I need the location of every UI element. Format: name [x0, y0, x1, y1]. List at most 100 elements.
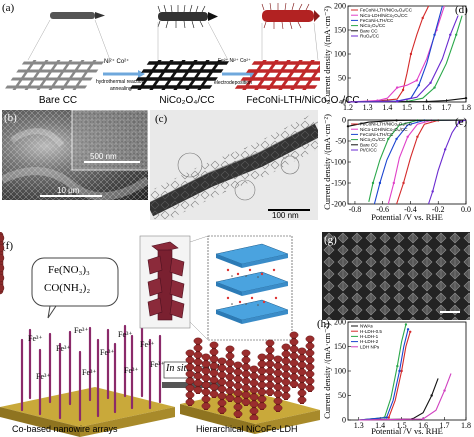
precursor-line-2: CO(NH₂)₂: [44, 282, 91, 294]
legend-entry: FeCoNi-LTH/CC: [360, 18, 394, 23]
fe-ion-label: Fe³⁺: [124, 366, 139, 375]
legend-entry: Bare CC: [360, 142, 378, 147]
series-line: [396, 119, 467, 205]
panel-d-label: (d): [455, 4, 468, 16]
fe-ion-label: Fe³⁺: [56, 344, 71, 353]
series-marker: [398, 369, 401, 373]
hierarchical-wire: [297, 347, 307, 404]
series-marker: [378, 181, 382, 185]
panel-c-tem-image: 100 nm: [150, 110, 318, 220]
y-tick-label: 50: [338, 74, 346, 83]
x-tick-label: 1.7: [441, 103, 451, 112]
x-tick-label: 1.8: [461, 103, 471, 112]
series-marker: [421, 417, 425, 421]
series-marker: [430, 394, 433, 397]
left-caption: Co-based nanowire arrays: [12, 424, 118, 434]
step2-line: electrodeposition: [214, 80, 252, 86]
y-tick-label: 200: [334, 2, 346, 11]
series-marker: [401, 88, 405, 92]
x-tick-label: 1.6: [422, 103, 432, 112]
x-tick-label: 1.3: [363, 103, 373, 112]
panel-h-label: (h): [317, 318, 330, 330]
panel-a-label: (a): [2, 2, 15, 14]
series-line: [387, 119, 467, 205]
hierarchical-wire: [233, 361, 243, 418]
fe-ion-label: Fe³⁺: [28, 334, 43, 343]
series-line: [347, 5, 430, 103]
legend-entry: FeCoNi-LTH/NiCo₂O₄/CC: [360, 8, 413, 13]
panel-e-label: (e): [455, 116, 468, 128]
fe-ion-label: Fe³⁺: [74, 326, 89, 335]
panel-b-sem-image: 500 nm 10 μm: [2, 110, 148, 200]
hierarchical-wire: [265, 339, 275, 396]
y-axis-label: Current density /(mA·cm⁻²): [322, 114, 332, 210]
series-marker: [425, 100, 428, 103]
panel-d-chart: 1.2 1.3 1.4 1.5 1.6 1.7 1.8 0 50 100 150 200 FeCoNi-…: [322, 2, 471, 113]
series-marker: [395, 137, 398, 141]
inset-ldh-layers: [207, 235, 293, 341]
legend-entry: NiCo-LDH/NiCo₂O₄/CC: [360, 127, 408, 132]
hierarchical-wire: [193, 337, 203, 394]
x-tick-label: 1.2: [343, 103, 353, 112]
panel-f-label: (f): [2, 240, 13, 252]
legend-entry: NiCo₂O₄/CC: [360, 23, 386, 28]
panel-b-scale-500nm: 500 nm: [90, 152, 117, 161]
feconi-mesh: [234, 60, 320, 90]
series-marker: [416, 135, 419, 138]
hierarchical-wire: [305, 335, 315, 392]
hierarchical-wire: [241, 349, 251, 406]
x-tick-label: -0.6: [376, 205, 389, 214]
caption-feconi: FeCoNi-LTH/NiCo₂O₄/CC: [246, 95, 360, 106]
series-marker: [402, 181, 405, 185]
hierarchical-wire: [185, 349, 195, 406]
series-line: [347, 119, 467, 127]
hierarchical-wire: [249, 365, 259, 420]
right-hierarchical-wires: [0, 232, 5, 295]
legend-entry: Pt/C/CC: [360, 148, 378, 153]
legend-entry: H-LDH-2: [360, 339, 379, 344]
legend-entry: H-LDH-0.5: [360, 329, 382, 334]
y-tick-label: -50: [335, 137, 346, 146]
right-caption: Hierarchical NiCoFe-LDH: [196, 424, 298, 434]
y-tick-label: 0: [342, 98, 346, 107]
x-tick-label: 1.7: [440, 421, 450, 430]
fe-ion-label: Fe³⁺: [118, 330, 133, 339]
nico2o4-mesh: [129, 60, 230, 90]
x-tick-label: 1.4: [382, 103, 392, 112]
panel-g-label: (g): [324, 234, 337, 246]
precursor-bubble: [31, 257, 119, 319]
series-line: [427, 119, 467, 205]
series-marker: [387, 137, 390, 141]
hierarchical-wire: [209, 341, 219, 398]
y-tick-label: 0: [342, 116, 346, 125]
legend-entry: Bare CC: [360, 28, 378, 33]
x-axis-label: Potential /V vs. RHE: [371, 426, 443, 436]
panel-a-schematic: [5, 2, 320, 90]
series-marker: [392, 181, 396, 185]
nico2o4-fiber-icon: [157, 4, 218, 29]
series-marker: [406, 328, 410, 331]
legend-entry: FeCoNi-LTH/CC: [360, 132, 394, 137]
step1-arrow: [103, 70, 145, 78]
panel-b-label: (b): [4, 112, 17, 124]
legend-entry: NiCo-LDH/NiCo₂O₄/CC: [360, 13, 408, 18]
panel-b-scale-10um: 10 μm: [57, 186, 80, 195]
series-marker: [464, 96, 468, 100]
y-tick-label: 50: [338, 391, 346, 400]
hierarchical-wire: [281, 343, 291, 400]
x-tick-label: -0.2: [432, 205, 445, 214]
feconi-fiber-icon: [261, 2, 320, 30]
caption-bare-cc: Bare CC: [38, 95, 78, 106]
hierarchical-wire: [217, 357, 227, 414]
step1-line-1: hydrothermal reaction: [96, 79, 145, 85]
series-marker: [443, 389, 446, 392]
fe-ion-label: Fe³⁺: [82, 368, 97, 377]
y-tick-label: -200: [331, 200, 346, 209]
y-tick-label: 200: [334, 318, 346, 327]
right-substrate: [180, 390, 320, 434]
series-marker: [417, 84, 420, 87]
hierarchical-wire: [273, 355, 283, 412]
x-tick-label: 1.5: [397, 421, 407, 430]
series-marker: [449, 33, 452, 36]
